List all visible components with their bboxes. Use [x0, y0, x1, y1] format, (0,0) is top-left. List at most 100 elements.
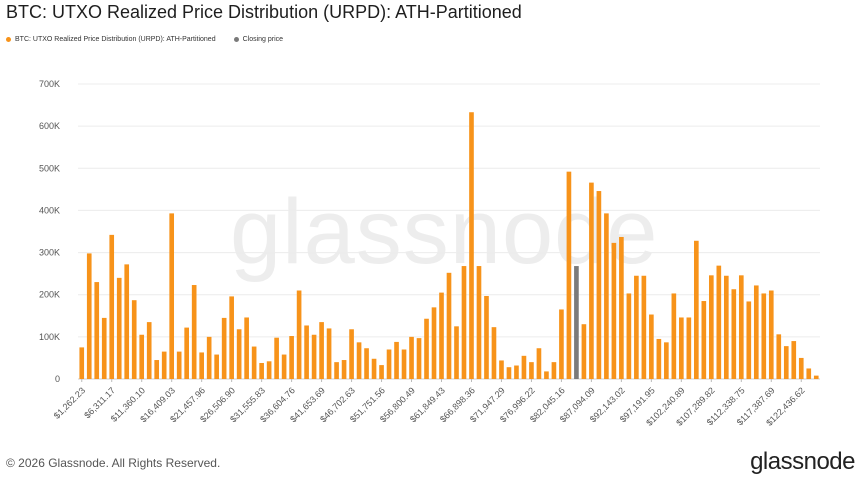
- urpd-bar[interactable]: [454, 326, 459, 379]
- urpd-bar[interactable]: [581, 324, 587, 379]
- urpd-bar[interactable]: [109, 234, 115, 379]
- urpd-bar[interactable]: [244, 317, 249, 379]
- urpd-bar[interactable]: [446, 272, 452, 379]
- urpd-bar[interactable]: [79, 347, 85, 379]
- urpd-bar[interactable]: [566, 171, 572, 379]
- urpd-bar[interactable]: [746, 301, 752, 379]
- urpd-bar[interactable]: [783, 346, 789, 379]
- urpd-bar[interactable]: [86, 253, 92, 379]
- urpd-bar[interactable]: [184, 327, 190, 379]
- urpd-bar[interactable]: [349, 329, 354, 379]
- urpd-bar[interactable]: [139, 334, 145, 379]
- urpd-bar[interactable]: [731, 289, 737, 379]
- closing-price-bar[interactable]: [574, 266, 579, 379]
- urpd-bar[interactable]: [379, 365, 384, 379]
- urpd-bar[interactable]: [154, 360, 160, 379]
- urpd-bar[interactable]: [364, 348, 369, 379]
- urpd-bar[interactable]: [394, 341, 399, 379]
- urpd-bar[interactable]: [761, 293, 767, 379]
- urpd-bar[interactable]: [266, 361, 272, 379]
- urpd-bar[interactable]: [551, 362, 557, 379]
- urpd-bar[interactable]: [236, 329, 242, 379]
- urpd-bar[interactable]: [416, 338, 422, 379]
- urpd-bar[interactable]: [521, 355, 527, 379]
- urpd-bar[interactable]: [356, 342, 362, 379]
- urpd-bar[interactable]: [506, 367, 512, 379]
- urpd-bar[interactable]: [409, 336, 414, 379]
- urpd-bar[interactable]: [221, 317, 227, 379]
- urpd-bar[interactable]: [544, 371, 549, 379]
- urpd-bar[interactable]: [738, 275, 744, 379]
- urpd-bar[interactable]: [101, 317, 107, 379]
- urpd-bar[interactable]: [791, 341, 797, 379]
- urpd-bar[interactable]: [476, 266, 482, 379]
- urpd-bar[interactable]: [341, 360, 347, 379]
- urpd-bar[interactable]: [536, 348, 542, 379]
- urpd-bar[interactable]: [611, 242, 617, 379]
- urpd-bar[interactable]: [701, 301, 707, 379]
- urpd-bar[interactable]: [694, 240, 699, 379]
- urpd-bar[interactable]: [169, 213, 175, 379]
- urpd-bar[interactable]: [679, 317, 684, 379]
- urpd-bar[interactable]: [319, 322, 324, 379]
- urpd-bar[interactable]: [529, 362, 534, 379]
- urpd-bar[interactable]: [626, 293, 632, 379]
- urpd-bar[interactable]: [199, 352, 204, 379]
- urpd-bar[interactable]: [656, 338, 662, 379]
- urpd-bar[interactable]: [461, 266, 467, 379]
- urpd-bar[interactable]: [146, 322, 152, 379]
- urpd-bar[interactable]: [716, 265, 722, 379]
- urpd-bar[interactable]: [214, 354, 219, 379]
- urpd-bar[interactable]: [424, 318, 429, 379]
- urpd-bar[interactable]: [589, 182, 594, 379]
- urpd-bar[interactable]: [604, 213, 609, 379]
- urpd-bar[interactable]: [634, 275, 639, 379]
- urpd-bar[interactable]: [708, 275, 714, 379]
- urpd-bar[interactable]: [116, 277, 122, 379]
- legend-item-urpd[interactable]: BTC: UTXO Realized Price Distribution (U…: [6, 36, 216, 43]
- urpd-bar[interactable]: [176, 351, 182, 379]
- urpd-bar[interactable]: [469, 112, 474, 379]
- urpd-bar[interactable]: [798, 357, 804, 379]
- urpd-bar[interactable]: [484, 295, 489, 379]
- urpd-bar[interactable]: [753, 285, 759, 379]
- urpd-bar[interactable]: [641, 275, 647, 379]
- urpd-bar[interactable]: [401, 349, 407, 380]
- urpd-bar[interactable]: [296, 290, 302, 380]
- urpd-bar[interactable]: [723, 275, 729, 379]
- urpd-bar[interactable]: [499, 360, 504, 379]
- urpd-bar[interactable]: [514, 365, 519, 379]
- urpd-bar[interactable]: [311, 334, 317, 379]
- urpd-bar[interactable]: [94, 282, 100, 379]
- urpd-bar[interactable]: [259, 362, 264, 379]
- urpd-bar[interactable]: [371, 358, 377, 379]
- urpd-bar[interactable]: [806, 368, 812, 379]
- urpd-bar[interactable]: [274, 337, 279, 379]
- legend-item-closing-price[interactable]: Closing price: [233, 36, 283, 43]
- urpd-bar[interactable]: [768, 290, 774, 380]
- urpd-bar[interactable]: [776, 334, 782, 379]
- urpd-bar[interactable]: [386, 349, 392, 380]
- urpd-bar[interactable]: [191, 285, 197, 379]
- urpd-bar[interactable]: [649, 314, 654, 379]
- urpd-bar[interactable]: [619, 236, 624, 379]
- urpd-bar[interactable]: [439, 292, 444, 379]
- urpd-bar[interactable]: [813, 375, 819, 379]
- urpd-bar[interactable]: [334, 362, 339, 379]
- urpd-bar[interactable]: [431, 307, 437, 379]
- urpd-bar[interactable]: [596, 191, 602, 379]
- urpd-bar[interactable]: [671, 293, 677, 379]
- urpd-bar[interactable]: [491, 327, 497, 379]
- urpd-bar[interactable]: [131, 300, 137, 379]
- urpd-bar[interactable]: [304, 325, 309, 379]
- urpd-bar[interactable]: [281, 354, 287, 379]
- urpd-bar[interactable]: [161, 351, 167, 379]
- urpd-bar[interactable]: [229, 296, 234, 379]
- urpd-bar[interactable]: [206, 336, 212, 379]
- urpd-bar[interactable]: [326, 328, 332, 379]
- urpd-bar[interactable]: [559, 309, 564, 379]
- urpd-bar[interactable]: [251, 346, 257, 379]
- urpd-bar[interactable]: [289, 336, 294, 379]
- urpd-bar[interactable]: [124, 264, 130, 379]
- urpd-bar[interactable]: [664, 342, 669, 379]
